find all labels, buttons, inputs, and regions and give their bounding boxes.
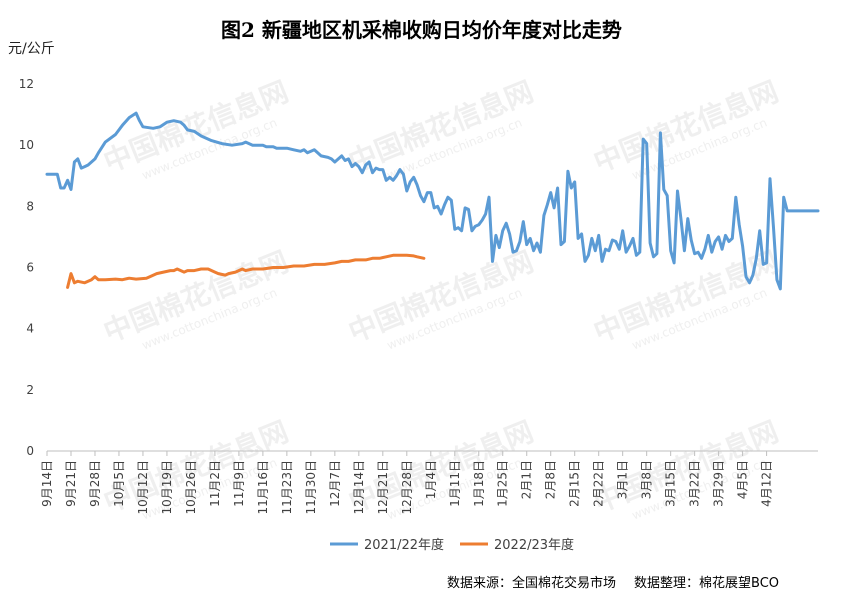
y-tick-label: 4 bbox=[26, 322, 34, 336]
source-note: 数据来源：全国棉花交易市场 数据整理：棉花展望BCO bbox=[429, 572, 779, 591]
x-tick-label: 10月26日 bbox=[184, 460, 198, 515]
x-tick-label: 2月1日 bbox=[520, 460, 534, 499]
x-tick-label: 2月8日 bbox=[544, 460, 558, 499]
data-compiler-text: 数据整理：棉花展望BCO bbox=[634, 576, 779, 591]
legend-label-2: 2022/23年度 bbox=[494, 537, 574, 553]
x-tick-label: 11月23日 bbox=[280, 460, 294, 515]
y-tick-label: 0 bbox=[26, 444, 34, 458]
x-tick-label: 11月2日 bbox=[208, 460, 222, 507]
x-tick-label: 10月19日 bbox=[160, 460, 174, 515]
x-tick-label: 11月9日 bbox=[232, 460, 246, 507]
x-tick-label: 3月15日 bbox=[664, 460, 678, 507]
x-tick-label: 10月12日 bbox=[136, 460, 150, 515]
x-tick-label: 9月21日 bbox=[64, 460, 78, 507]
x-tick-label: 2月15日 bbox=[568, 460, 582, 507]
x-tick-label: 12月28日 bbox=[400, 460, 414, 515]
y-axis-unit-label: 元/公斤 bbox=[8, 41, 55, 57]
chart-title: 图2 新疆地区机采棉收购日均价年度对比走势 bbox=[221, 18, 622, 42]
y-tick-label: 8 bbox=[26, 199, 34, 213]
y-tick-label: 6 bbox=[26, 261, 34, 275]
x-tick-label: 10月5日 bbox=[112, 460, 126, 507]
x-tick-label: 1月25日 bbox=[496, 460, 510, 507]
x-tick-label: 4月5日 bbox=[736, 460, 750, 499]
series-line-1 bbox=[45, 111, 820, 291]
x-tick-label: 9月14日 bbox=[40, 460, 54, 507]
x-tick-label: 3月8日 bbox=[640, 460, 654, 499]
x-tick-label: 1月4日 bbox=[424, 460, 438, 499]
x-tick-label: 3月22日 bbox=[688, 460, 702, 507]
x-tick-label: 12月14日 bbox=[352, 460, 366, 515]
x-tick-label: 11月30日 bbox=[304, 460, 318, 515]
x-tick-label: 11月16日 bbox=[256, 460, 270, 515]
series-line-2 bbox=[66, 253, 426, 289]
y-tick-label: 10 bbox=[19, 138, 34, 152]
data-source-text: 数据来源：全国棉花交易市场 bbox=[446, 576, 616, 591]
x-tick-label: 1月18日 bbox=[472, 460, 486, 507]
y-tick-label: 2 bbox=[26, 383, 34, 397]
x-tick-label: 3月29日 bbox=[712, 460, 726, 507]
x-tick-label: 12月21日 bbox=[376, 460, 390, 515]
x-tick-label: 4月12日 bbox=[760, 460, 774, 507]
x-tick-label: 2月22日 bbox=[592, 460, 606, 507]
x-tick-label: 1月11日 bbox=[448, 460, 462, 507]
x-tick-label: 9月28日 bbox=[88, 460, 102, 507]
x-tick-label: 12月7日 bbox=[328, 460, 342, 507]
y-tick-label: 12 bbox=[19, 77, 34, 91]
legend-label-1: 2021/22年度 bbox=[364, 537, 444, 553]
x-tick-label: 3月1日 bbox=[616, 460, 630, 499]
